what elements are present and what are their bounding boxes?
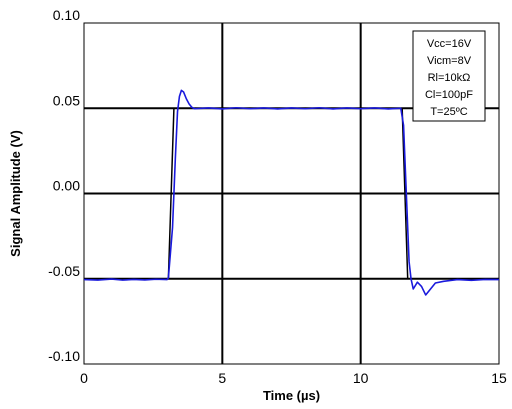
y-tick-label: -0.05 (48, 263, 80, 279)
y-ticks: -0.10 -0.05 0.00 0.05 0.10 (48, 7, 80, 364)
x-tick-label: 15 (491, 370, 507, 386)
y-tick-label: 0.10 (53, 7, 80, 23)
series-line (83, 89, 500, 296)
legend: Vcc=16V Vicm=8V Rl=10kΩ Cl=100pF T=25ºC (412, 30, 486, 122)
y-tick-label: -0.10 (48, 348, 80, 364)
legend-line: Rl=10kΩ (428, 72, 471, 84)
y-tick-label: 0.05 (53, 92, 80, 108)
x-ticks: 0 5 10 15 (80, 370, 507, 386)
legend-line: Vicm=8V (427, 55, 472, 67)
legend-line: T=25ºC (430, 106, 467, 118)
x-tick-label: 0 (80, 370, 88, 386)
x-axis-label: Time (µs) (263, 388, 320, 403)
legend-box (412, 30, 486, 122)
x-tick-label: 5 (218, 370, 226, 386)
legend-line: Vcc=16V (427, 38, 472, 50)
legend-line: Cl=100pF (425, 89, 473, 101)
x-tick-label: 10 (353, 370, 369, 386)
series-group (83, 89, 500, 296)
y-tick-label: 0.00 (53, 178, 80, 194)
y-axis-label: Signal Amplitude (V) (8, 130, 23, 257)
